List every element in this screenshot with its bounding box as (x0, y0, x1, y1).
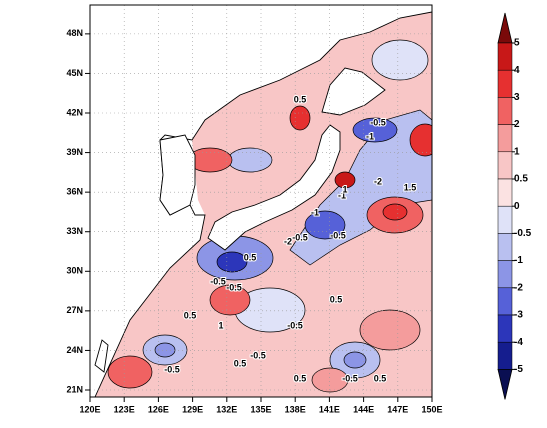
colorbar-label: -4 (514, 337, 523, 348)
positive-anomaly (311, 367, 349, 393)
colorbar-bin (497, 287, 513, 316)
y-tick-label: 48N (66, 28, 83, 38)
y-tick-label: 21N (66, 384, 83, 394)
contour-label: -0.5 (210, 276, 226, 286)
contour-label: -0.5 (292, 232, 308, 242)
colorbar-label: 3 (514, 92, 520, 103)
colorbar-bin (497, 124, 513, 153)
y-tick-label: 27N (66, 305, 83, 315)
negative-anomaly (154, 342, 176, 358)
colorbar-label: -1 (514, 255, 523, 266)
y-tick-label: 36N (66, 187, 83, 197)
x-tick-label: 141E (319, 404, 340, 414)
x-tick-label: 150E (421, 404, 442, 414)
colorbar-bin (497, 151, 513, 180)
positive-anomaly (359, 309, 421, 351)
contour-label: -2 (374, 176, 382, 186)
positive-anomaly (334, 171, 356, 189)
colorbar-bin (497, 97, 513, 125)
contour-label: 0.5 (244, 252, 257, 262)
contour-label: -2 (284, 236, 292, 246)
x-tick-label: 126E (148, 404, 169, 414)
negative-anomaly (216, 251, 248, 273)
colorbar-label: 2 (514, 119, 520, 130)
contour-label: -1 (366, 131, 374, 141)
contour-label: 0.5 (330, 294, 343, 304)
negative-anomaly (371, 39, 429, 81)
colorbar-bin (497, 69, 513, 98)
colorbar-label: -3 (514, 310, 523, 321)
colorbar-label: 0.5 (514, 174, 528, 185)
positive-anomaly (382, 203, 408, 221)
negative-anomaly (227, 147, 273, 173)
x-tick-label: 135E (250, 404, 271, 414)
contour-label: -0.5 (287, 320, 303, 330)
colorbar-bin (497, 260, 513, 289)
honshu-kyushu (207, 124, 341, 251)
colorbar-bin (497, 178, 513, 207)
y-tick-label: 39N (66, 147, 83, 157)
contour-label: -0.5 (330, 230, 346, 240)
x-tick-label: 129E (182, 404, 203, 414)
contour-label: -0.5 (370, 117, 386, 127)
contour-label: -1 (338, 190, 346, 200)
positive-anomaly (209, 284, 251, 316)
colorbar-label: -2 (514, 282, 523, 293)
y-tick-label: 42N (66, 107, 83, 117)
x-tick-label: 147E (387, 404, 408, 414)
x-tick-label: 138E (285, 404, 306, 414)
colorbar-label: -0.5 (514, 228, 532, 239)
taiwan (94, 339, 109, 373)
y-tick-label: 45N (66, 68, 83, 78)
contour-label: 0.5 (294, 94, 307, 104)
contour-label: -1 (311, 207, 319, 217)
colorbar-bin (497, 205, 513, 234)
positive-anomaly (409, 123, 432, 157)
coastlines (90, 5, 432, 397)
y-tick-label: 30N (66, 266, 83, 276)
x-tick-label: 123E (114, 404, 135, 414)
colorbar-label: 5 (514, 38, 520, 49)
positive-anomaly (107, 355, 153, 389)
contour-label: 0.5 (184, 310, 197, 320)
colorbar-bin (497, 341, 513, 370)
colorbar-bin (497, 233, 513, 261)
negative-anomaly (343, 351, 367, 369)
contour-label: 1 (342, 184, 347, 194)
x-tick-label: 120E (79, 404, 100, 414)
colorbar-triangle (497, 369, 513, 400)
y-tick-label: 24N (66, 345, 83, 355)
colorbar-label: 4 (514, 65, 520, 76)
contour-label: -0.5 (250, 350, 266, 360)
contour-label: -0.5 (226, 282, 242, 292)
colorbar-label: 0 (514, 201, 520, 212)
map-area (90, 5, 432, 397)
y-tick-label: 33N (66, 226, 83, 236)
hokkaido (321, 67, 386, 116)
colorbar-bin (497, 314, 513, 343)
contour-label: -0.5 (342, 373, 358, 383)
contour-label: 1.5 (404, 182, 417, 192)
contour-label: 1 (218, 320, 223, 330)
contour-label: -0.5 (164, 364, 180, 374)
negative-anomaly (352, 117, 398, 143)
colorbar-bin (497, 42, 513, 71)
colorbar-label: -5 (514, 364, 523, 375)
contour-label: 0.5 (294, 373, 307, 383)
contour-label: 0.5 (374, 373, 387, 383)
x-tick-label: 144E (353, 404, 374, 414)
contour-label: 0.5 (234, 358, 247, 368)
positive-anomaly (289, 105, 311, 131)
colorbar-label: 1 (514, 146, 520, 157)
korea (159, 134, 196, 216)
colorbar-triangle (497, 12, 513, 44)
x-tick-label: 132E (216, 404, 237, 414)
